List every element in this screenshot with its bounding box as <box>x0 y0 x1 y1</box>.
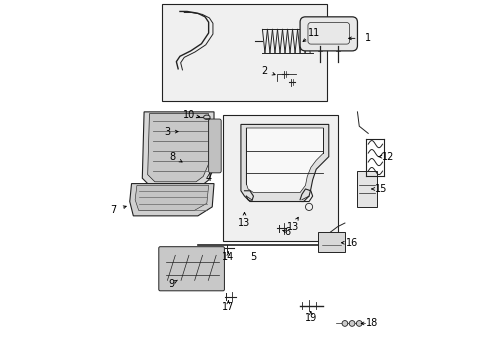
Polygon shape <box>129 184 214 216</box>
Text: 14: 14 <box>222 252 234 262</box>
Circle shape <box>341 320 347 326</box>
Text: 5: 5 <box>250 252 256 262</box>
Circle shape <box>356 320 362 326</box>
Text: 19: 19 <box>304 313 316 323</box>
Text: 9: 9 <box>167 279 174 289</box>
Text: 17: 17 <box>222 302 234 312</box>
Polygon shape <box>135 185 208 211</box>
Text: 7: 7 <box>110 206 117 216</box>
Bar <box>223 116 337 241</box>
FancyBboxPatch shape <box>208 119 221 173</box>
Bar <box>162 4 326 101</box>
Polygon shape <box>246 128 323 193</box>
FancyBboxPatch shape <box>159 247 224 291</box>
Text: 12: 12 <box>381 152 393 162</box>
Polygon shape <box>147 114 208 182</box>
Text: 4: 4 <box>205 173 211 183</box>
Text: 15: 15 <box>374 184 386 194</box>
Text: 6: 6 <box>284 227 290 237</box>
Text: 8: 8 <box>169 152 176 162</box>
Text: 10: 10 <box>183 111 195 121</box>
FancyBboxPatch shape <box>300 17 357 51</box>
Polygon shape <box>241 125 328 202</box>
Text: 16: 16 <box>345 238 358 248</box>
Polygon shape <box>142 112 214 187</box>
Text: 1: 1 <box>365 33 370 43</box>
Text: 2: 2 <box>261 66 267 76</box>
Bar <box>357 171 376 207</box>
Circle shape <box>348 320 354 326</box>
Text: 11: 11 <box>307 28 320 38</box>
Bar <box>317 232 344 252</box>
Ellipse shape <box>203 115 210 120</box>
Text: 13: 13 <box>238 218 250 228</box>
Text: 13: 13 <box>286 222 299 231</box>
Text: 18: 18 <box>365 319 377 328</box>
Text: 3: 3 <box>164 127 170 136</box>
